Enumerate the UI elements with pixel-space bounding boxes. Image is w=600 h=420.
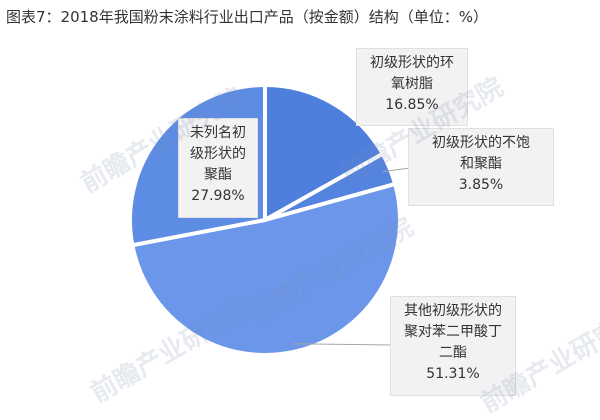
slice-value: 51.31% (426, 366, 480, 382)
slice-name: 初级形状的不饱 (432, 135, 530, 151)
slice-name: 聚酯 (204, 167, 232, 183)
leader-line (293, 343, 393, 346)
pie-slice-pbt (130, 181, 402, 357)
slice-name: 二酯 (439, 345, 467, 361)
slice-name: 未列名初 (190, 125, 246, 141)
slice-label-pbt: 其他初级形状的 聚对苯二甲酸丁 二酯 51.31% (390, 296, 516, 396)
slice-name: 初级形状的环 (370, 55, 454, 71)
slice-label-unsaturated-polyester: 初级形状的不饱 和聚酯 3.85% (408, 128, 554, 206)
slice-value: 16.85% (385, 97, 439, 113)
slice-label-other-polyester: 未列名初 级形状的 聚酯 27.98% (178, 118, 258, 218)
slice-name: 其他初级形状的 (404, 303, 502, 319)
slice-name: 聚对苯二甲酸丁 (404, 324, 502, 340)
pie-slice-epoxy (263, 83, 385, 222)
chart-title: 图表7：2018年我国粉末涂料行业出口产品（按金额）结构（单位：%） (6, 8, 488, 26)
slice-name: 级形状的 (190, 146, 246, 162)
leader-line (382, 167, 411, 173)
slice-label-epoxy: 初级形状的环 氧树脂 16.85% (356, 48, 468, 126)
slice-value: 3.85% (458, 177, 504, 193)
slice-value: 27.98% (191, 188, 245, 204)
slice-name: 和聚酯 (460, 156, 502, 172)
slice-name: 氧树脂 (391, 76, 433, 92)
